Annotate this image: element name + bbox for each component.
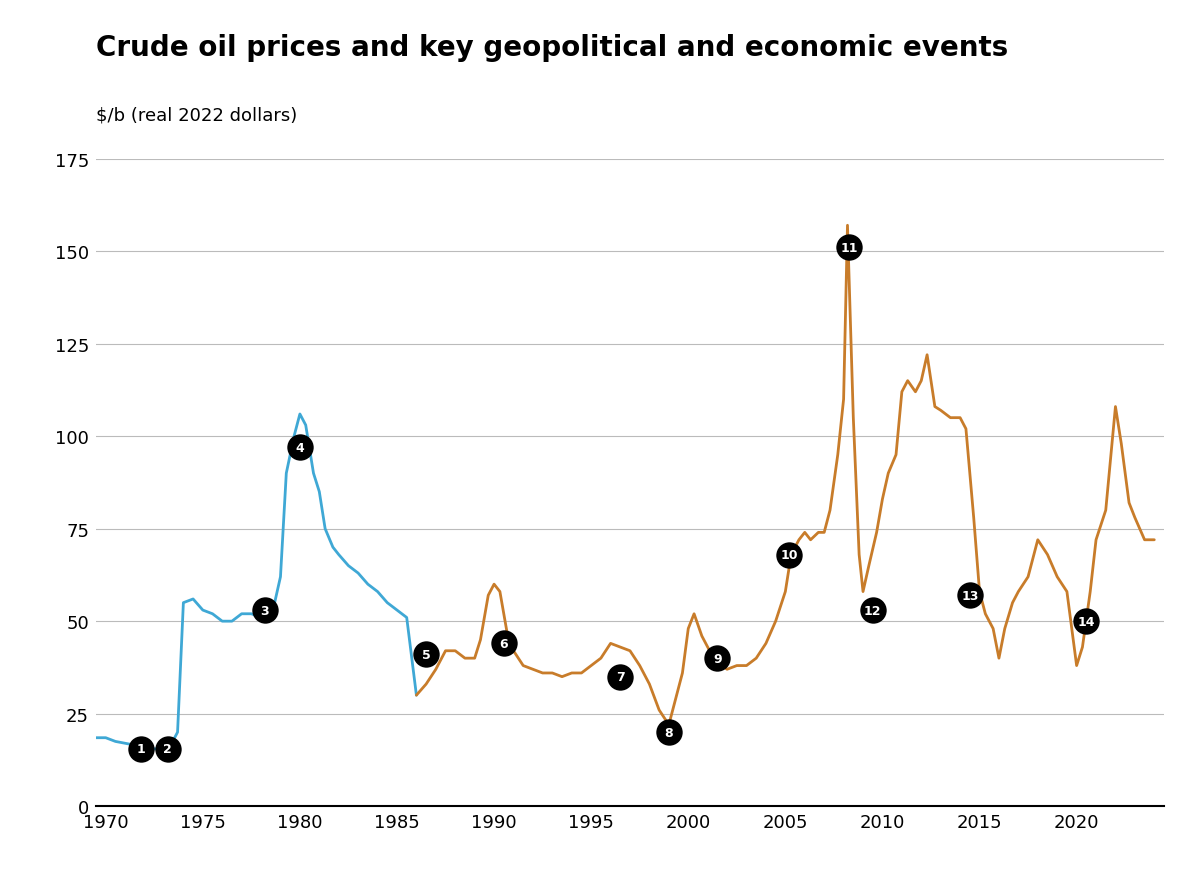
Text: $/b (real 2022 dollars): $/b (real 2022 dollars)	[96, 106, 298, 124]
Text: 5: 5	[421, 649, 431, 661]
Text: 2: 2	[163, 742, 173, 756]
Text: 13: 13	[961, 589, 978, 602]
Text: 1: 1	[137, 742, 145, 756]
Text: 4: 4	[295, 441, 305, 455]
Text: 10: 10	[780, 548, 798, 562]
Text: 7: 7	[616, 671, 625, 683]
Text: 14: 14	[1078, 615, 1096, 628]
Text: 9: 9	[713, 652, 721, 664]
Text: 12: 12	[864, 604, 882, 617]
Text: 8: 8	[665, 726, 673, 739]
Text: 6: 6	[499, 637, 508, 650]
Text: 3: 3	[260, 604, 269, 617]
Text: Crude oil prices and key geopolitical and economic events: Crude oil prices and key geopolitical an…	[96, 34, 1008, 62]
Text: 11: 11	[841, 242, 858, 254]
